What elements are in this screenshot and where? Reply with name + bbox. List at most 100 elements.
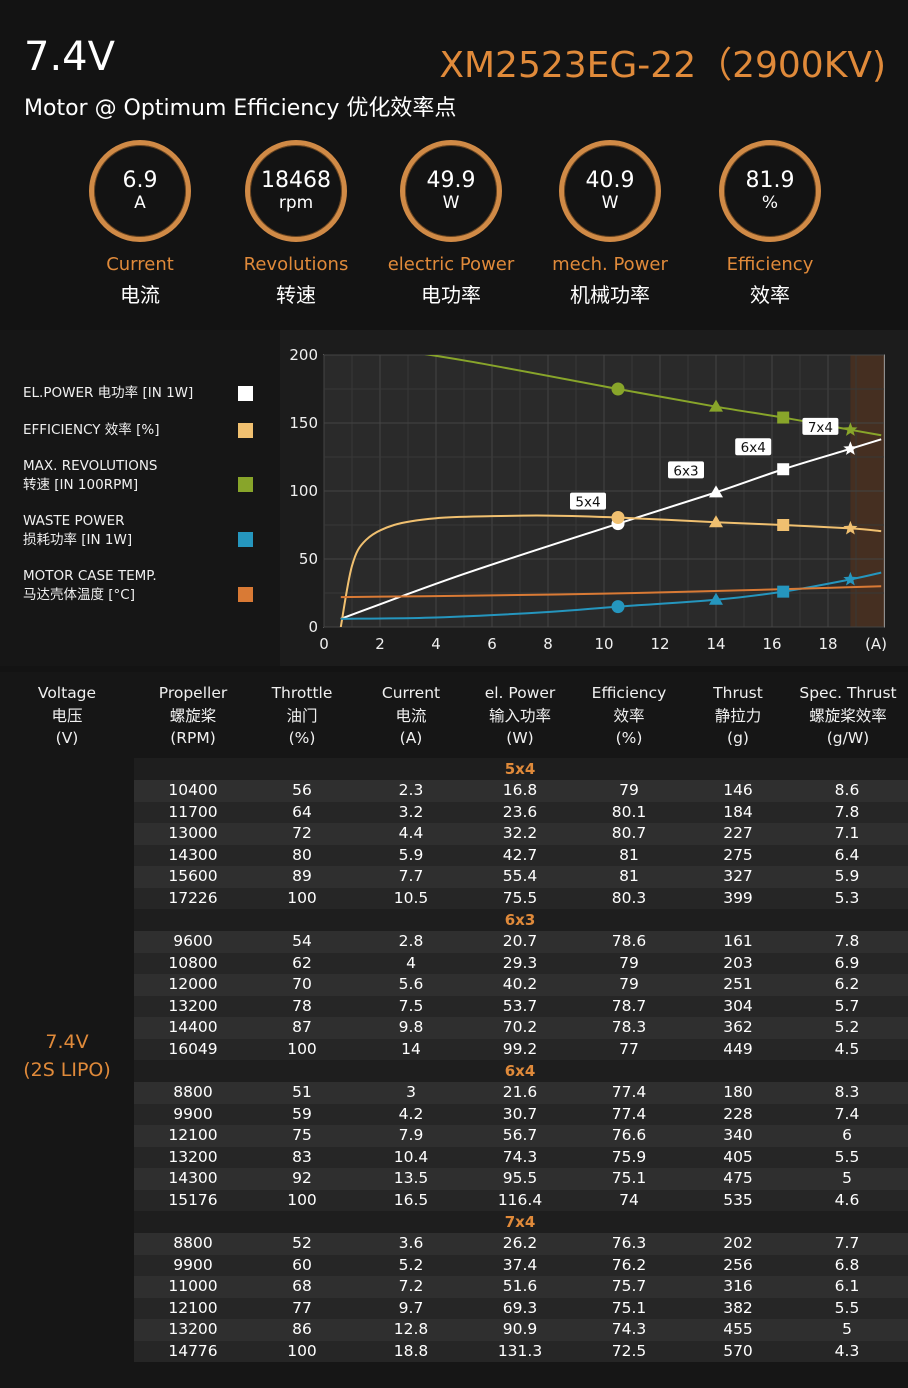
table-cell: 13200: [168, 996, 218, 1015]
y-tick-label: 200: [289, 346, 318, 364]
table-cell: 13200: [168, 1147, 218, 1166]
prop-label: 6x4: [741, 440, 766, 456]
legend-label: MAX. REVOLUTIONS: [23, 458, 158, 474]
table-cell: 9.8: [398, 1018, 424, 1036]
table-cell: 60: [292, 1255, 312, 1274]
table-cell: 11000: [168, 1277, 218, 1295]
performance-chart: 0 2 4 6 8 10 12 14 16 18 0 50 100 150 200 (A) 5x4 6x3 6x4 7…: [289, 346, 887, 653]
header-throttle: Throttle 油门 (%): [252, 682, 352, 750]
table-cell: 455: [723, 1320, 753, 1338]
y-tick-label: 100: [289, 482, 318, 500]
table-cell: 75.9: [611, 1147, 647, 1166]
metric-label-cn: 转速: [276, 283, 316, 307]
table-cell: 5.2: [834, 1018, 860, 1036]
table-cell: 6.2: [834, 975, 860, 993]
table-cell: 16.5: [393, 1190, 429, 1209]
legend-swatch: [238, 532, 253, 547]
metric-label-en: Revolutions: [243, 254, 349, 275]
marker-square: [777, 585, 790, 598]
table-cell: 11700: [168, 802, 218, 821]
table-cell: 89: [292, 867, 312, 885]
marker-circle: [611, 382, 625, 396]
y-tick-label: 50: [299, 550, 318, 568]
table-cell: 7.7: [834, 1234, 860, 1252]
table-cell: 80.3: [611, 888, 647, 907]
legend-item-waste-power: WASTE POWER 损耗功率 [IN 1W]: [23, 512, 263, 550]
legend-swatch: [238, 386, 253, 401]
header-cn: 螺旋桨: [169, 706, 217, 725]
header-en: el. Power: [484, 684, 556, 702]
table-cell: 87: [292, 1018, 312, 1036]
table-cell: 161: [723, 932, 753, 950]
table-cell: 79: [619, 953, 639, 972]
table-cell: 7.8: [834, 932, 860, 950]
metric-label-cn: 电功率: [421, 283, 481, 307]
table-cell: 16049: [168, 1039, 218, 1058]
table-row: 8800 52 3.6 26.2 76.3 202 7.7: [134, 1233, 908, 1255]
marker-star: [843, 571, 858, 586]
table-cell: 86: [292, 1320, 312, 1338]
table-row: 17226 100 10.5 75.5 80.3 399 5.3: [134, 887, 908, 909]
table-cell: 100: [287, 888, 317, 907]
table-cell: 79: [619, 781, 639, 799]
table-cell: 75.1: [611, 1169, 647, 1187]
table-cell: 362: [723, 1018, 753, 1036]
table-cell: 51.6: [502, 1277, 538, 1295]
x-tick-label: 18: [818, 635, 837, 653]
table-cell: 227: [723, 824, 753, 842]
table-cell: 7.4: [834, 1104, 860, 1123]
table-cell: 399: [723, 888, 753, 907]
marker-star: [843, 520, 858, 535]
efficiency-line: [339, 514, 882, 627]
table-cell: 4.2: [398, 1104, 424, 1123]
table-cell: 74.3: [502, 1147, 538, 1166]
table-cell: 80: [292, 845, 312, 864]
table-cell: 20.7: [502, 932, 538, 950]
x-tick-label: 12: [650, 635, 669, 653]
table-cell: 32.2: [502, 824, 538, 842]
metric-unit: W: [442, 193, 460, 213]
table-cell: 8.6: [834, 781, 860, 799]
table-cell: 8.3: [834, 1083, 860, 1101]
legend-item-case-temp: MOTOR CASE TEMP. 马达壳体温度 [°C]: [23, 567, 263, 605]
table-cell: 90.9: [502, 1320, 538, 1338]
legend-label-cn: 损耗功率 [IN 1W]: [23, 532, 133, 548]
table-cell: 7.8: [834, 802, 860, 821]
table-cell: 449: [723, 1039, 753, 1058]
table-row: 12100 77 9.7 69.3 75.1 382 5.5: [134, 1297, 908, 1319]
table-cell: 9900: [173, 1255, 213, 1274]
table-cell: 23.6: [502, 802, 538, 821]
table-cell: 10.5: [393, 888, 429, 907]
header-el-power: el. Power 输入功率 (W): [465, 682, 575, 750]
table-cell: 4.4: [398, 824, 424, 842]
legend-item-el-power: EL.POWER 电功率 [IN 1W]: [23, 384, 263, 403]
table-row: 13000 72 4.4 32.2 80.7 227 7.1: [134, 823, 908, 845]
table-cell: 340: [723, 1126, 753, 1144]
header-cn: 电流: [395, 706, 427, 725]
table-cell: 75.7: [611, 1277, 647, 1295]
table-row: 9600 54 2.8 20.7 78.6 161 7.8: [134, 931, 908, 953]
table-cell: 17226: [168, 888, 218, 907]
table-cell: 53.7: [502, 996, 538, 1015]
header-unit: (W): [506, 729, 534, 747]
table-cell: 5: [842, 1320, 852, 1338]
chart-area: 0 2 4 6 8 10 12 14 16 18 0 50 100 150 200 (A) 5x4 6x3 6x4 7…: [280, 330, 908, 666]
header-spec-thrust: Spec. Thrust 螺旋桨效率 (g/W): [790, 682, 906, 750]
table-cell: 64: [292, 802, 312, 821]
table-cell: 74.3: [611, 1320, 647, 1338]
x-tick-label: 16: [762, 635, 781, 653]
table-row: 12100 75 7.9 56.7 76.6 340 6: [134, 1125, 908, 1147]
table-cell: 75.1: [611, 1298, 647, 1317]
legend-swatch: [238, 423, 253, 438]
page-subtitle: Motor @ Optimum Efficiency 优化效率点: [24, 96, 457, 121]
x-tick-label: 2: [375, 635, 385, 653]
x-tick-label: 0: [319, 635, 329, 653]
motor-model: XM2523EG-22（2900KV): [439, 45, 886, 86]
table-cell: 4.6: [834, 1190, 860, 1209]
table-cell: 72: [292, 824, 312, 842]
table-row: 12000 70 5.6 40.2 79 251 6.2: [134, 974, 908, 996]
table-row: 10800 62 4 29.3 79 203 6.9: [134, 952, 908, 974]
header-thrust: Thrust 静拉力 (g): [688, 682, 788, 750]
table-cell: 5: [842, 1169, 852, 1187]
marker-triangle: [709, 399, 723, 412]
